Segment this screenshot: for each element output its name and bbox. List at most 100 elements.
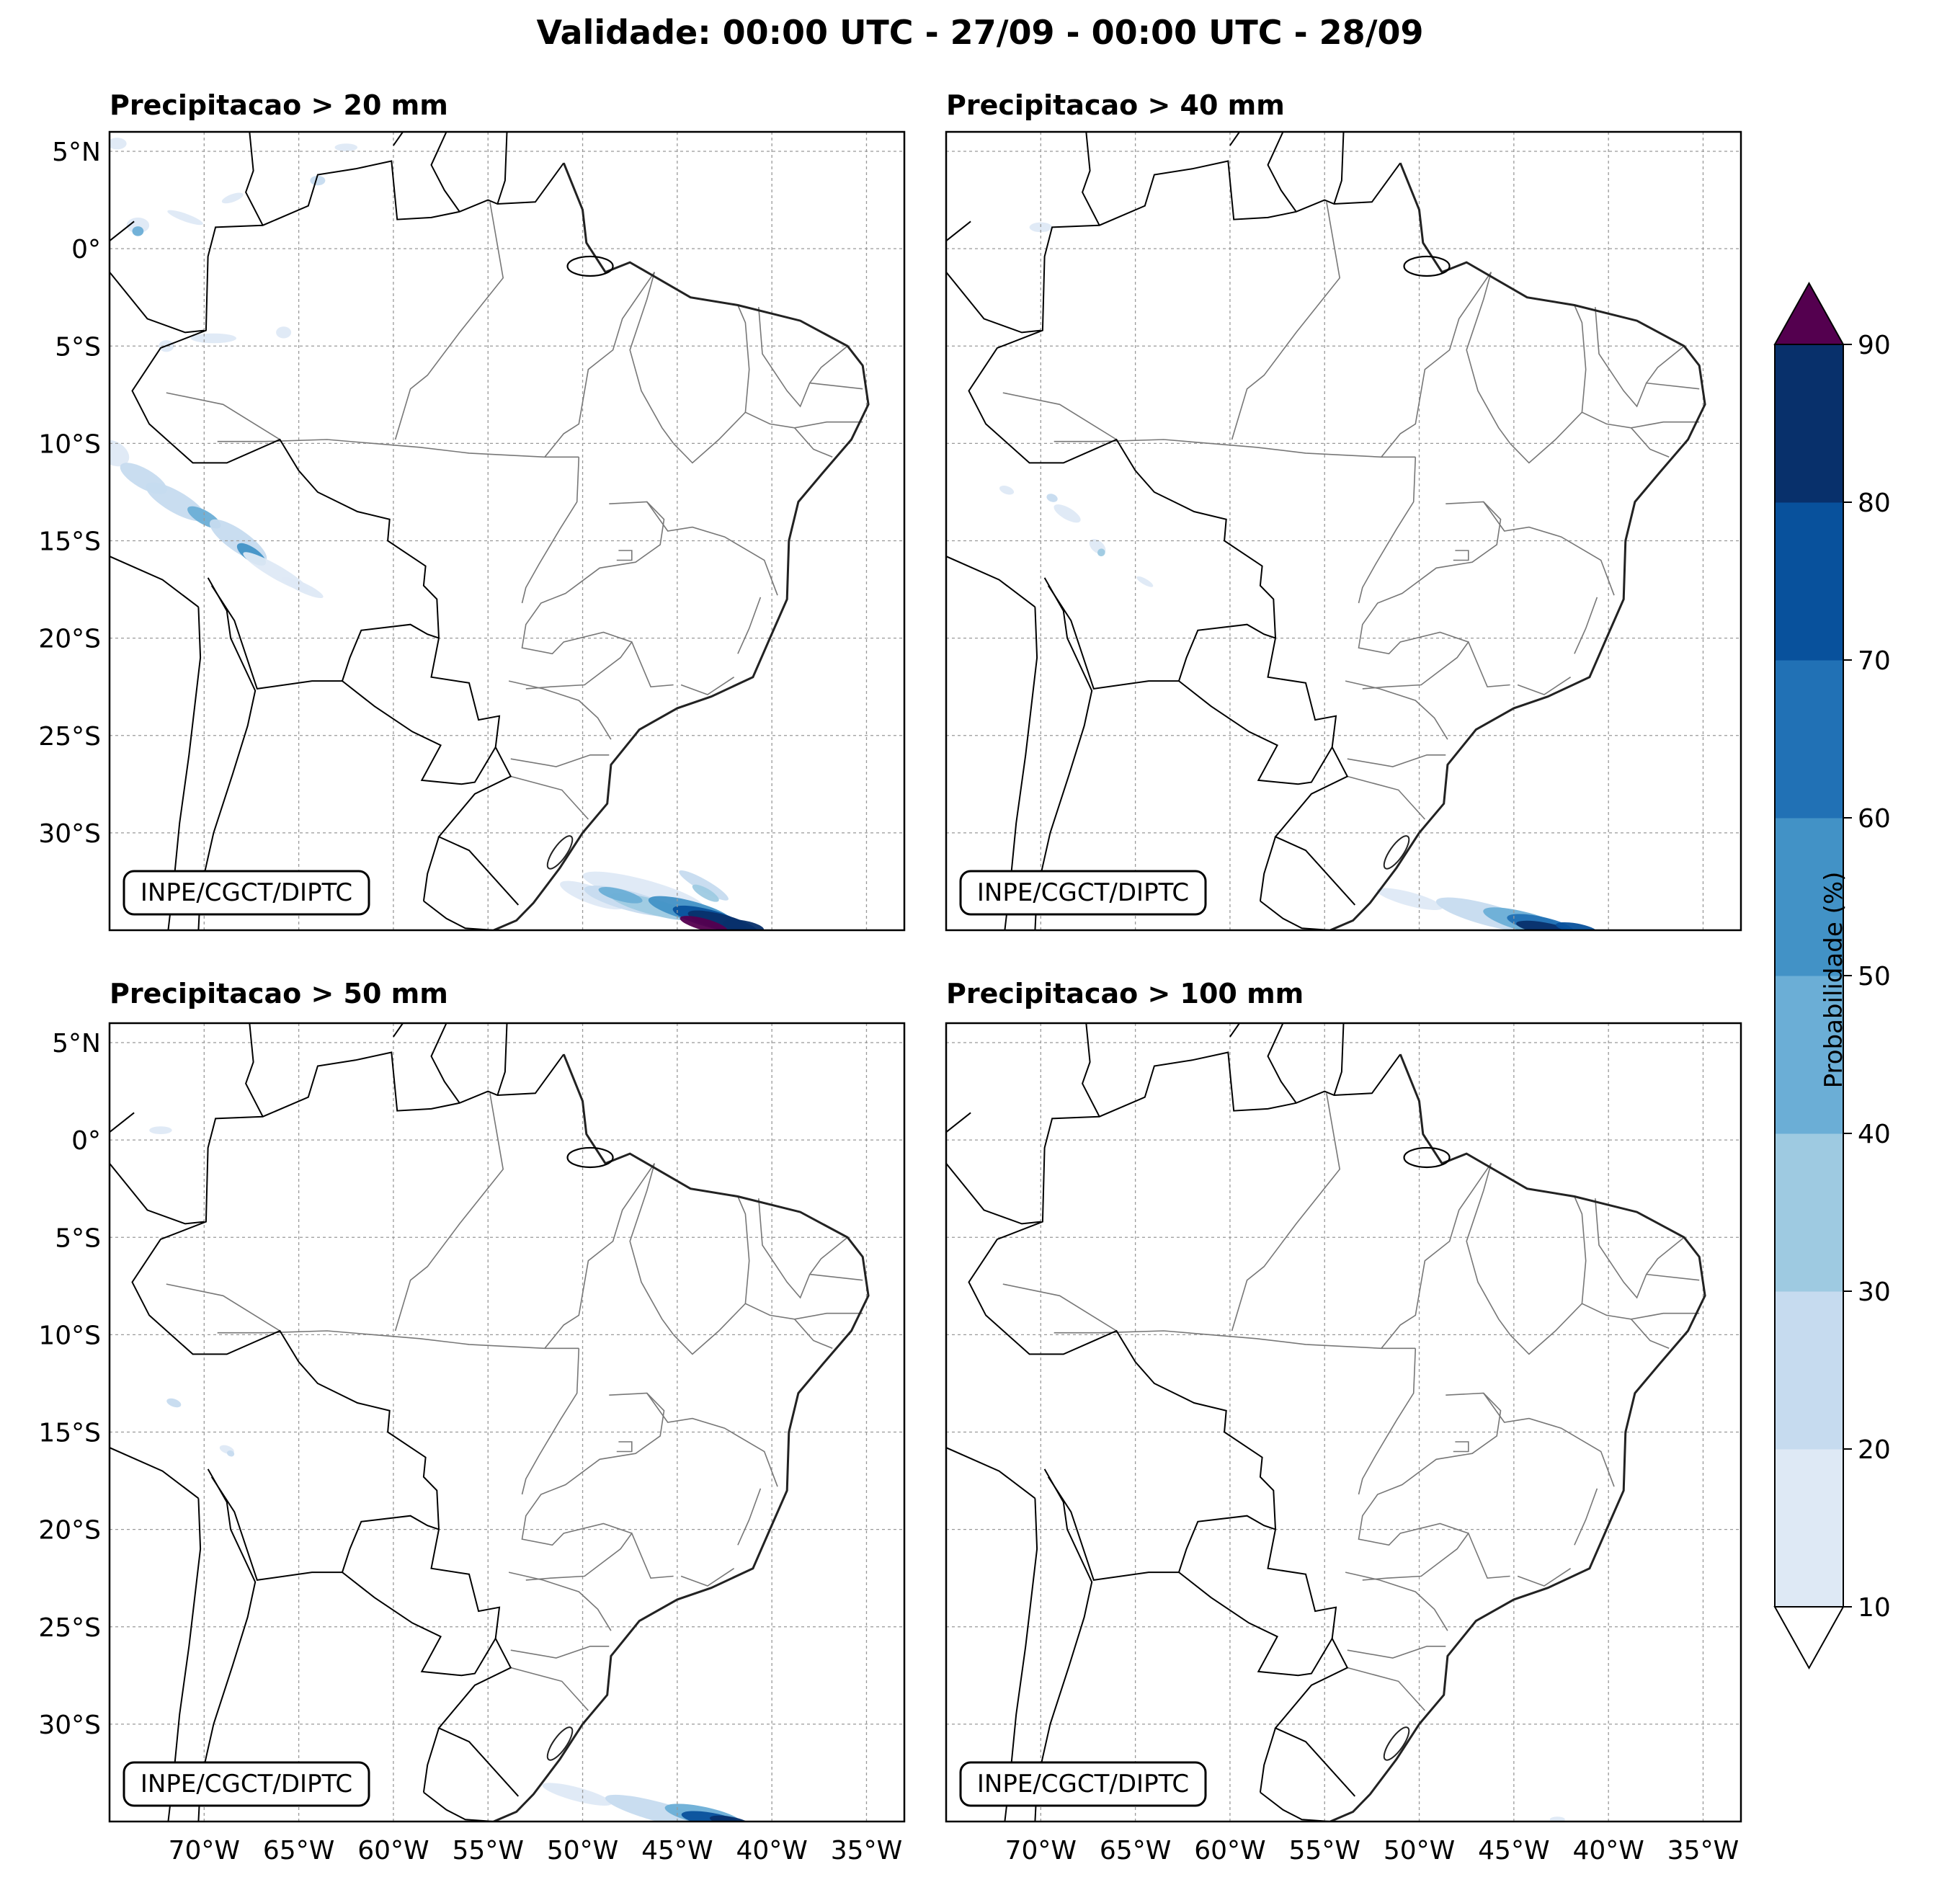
precip-probability-area: [167, 210, 203, 226]
precip-probability-area: [334, 143, 358, 152]
lon-tick-label: 40°W: [736, 1836, 807, 1865]
precip-probability-area: [126, 217, 150, 233]
precip-probability-area: [282, 576, 324, 599]
state-borders: [166, 202, 863, 820]
country-border: [1260, 900, 1331, 930]
country-border: [1259, 1728, 1276, 1793]
precip-probability-area: [680, 916, 728, 930]
colorbar: 10 20 30 40 50 60 70 80 90: [1773, 281, 1891, 1670]
country-border: [110, 1112, 135, 1133]
state-border: [1453, 550, 1469, 561]
state-border: [1483, 501, 1615, 596]
state-border: [1517, 1568, 1572, 1587]
credit-label: INPE/CGCT/DIPTC: [141, 878, 352, 907]
country-border: [946, 271, 1041, 334]
state-border: [510, 1646, 610, 1659]
brazil-border: [968, 1051, 1402, 1797]
precip-probability-area: [1046, 494, 1058, 502]
state-border: [794, 1319, 833, 1350]
colorbar-segment: [1775, 818, 1843, 976]
colorbar-segment: [1775, 1449, 1843, 1608]
precip-probability-area: [1097, 548, 1105, 557]
country-border: [430, 1023, 460, 1104]
gridlines: [110, 132, 904, 930]
country-border: [245, 132, 264, 226]
state-border: [1381, 272, 1492, 458]
state-border: [1574, 1488, 1598, 1546]
state-border: [1595, 1198, 1685, 1299]
country-border: [210, 585, 440, 690]
country-border: [1047, 1476, 1276, 1582]
colorbar-tick-label: 30: [1858, 1278, 1891, 1307]
country-border: [430, 132, 460, 213]
state-border: [680, 677, 735, 695]
country-border: [1178, 1571, 1333, 1677]
country-border: [946, 1162, 1041, 1225]
state-border: [1358, 457, 1417, 604]
lon-tick-label: 65°W: [1100, 1836, 1171, 1865]
state-border: [737, 1488, 762, 1546]
precip-probability-area: [132, 226, 144, 236]
state-border: [166, 1283, 280, 1332]
map-frame: [108, 1022, 906, 1823]
state-border: [1517, 677, 1572, 695]
country-border: [422, 837, 440, 901]
state-border: [508, 680, 612, 740]
precip-probability-area: [1516, 920, 1572, 930]
lon-tick-label: 45°W: [1478, 1836, 1549, 1865]
colorbar-segment: [1775, 344, 1843, 503]
colorbar-tick-label: 20: [1858, 1435, 1891, 1465]
state-border: [809, 1273, 863, 1281]
country-border: [1082, 1023, 1100, 1118]
brazil-border: [131, 1051, 565, 1797]
state-border: [1646, 382, 1700, 390]
precip-probability-area: [190, 333, 236, 344]
lat-tick-label: 15°S: [38, 1419, 101, 1448]
state-border: [629, 1163, 674, 1335]
state-border: [1595, 307, 1685, 408]
state-border: [646, 1393, 778, 1487]
map-frame: [945, 1022, 1742, 1823]
state-border: [1466, 1163, 1511, 1335]
country-border: [1333, 1023, 1345, 1096]
country-borders: [110, 132, 870, 930]
state-border: [1466, 272, 1511, 444]
map-frame: [945, 130, 1742, 932]
state-border: [1002, 392, 1117, 440]
state-border: [394, 1093, 504, 1332]
lat-tick-label: 0°: [71, 235, 101, 264]
map-panel-4: INPE/CGCT/DIPTC 70°W 65°W 60°W 55°W 50°W 45°W 4…: [945, 1022, 1742, 1865]
map-background: [946, 1023, 1741, 1822]
state-border: [680, 1568, 735, 1587]
credit-label: INPE/CGCT/DIPTC: [977, 878, 1189, 907]
lat-tick-label: 5°S: [55, 1223, 101, 1253]
lat-tick-label: 5°S: [55, 332, 101, 362]
lon-tick-label: 70°W: [169, 1836, 240, 1865]
colorbar-tick-label: 50: [1858, 962, 1891, 991]
state-border: [1381, 1163, 1492, 1349]
state-border: [758, 307, 848, 408]
coastline: [1329, 162, 1706, 930]
precip-probability-area: [542, 1783, 612, 1806]
state-border: [521, 457, 580, 604]
state-border: [521, 1348, 580, 1495]
brazil-border: [131, 160, 565, 906]
marajo-island: [566, 255, 614, 277]
colorbar-segment: [1775, 660, 1843, 819]
marajo-island: [1403, 1146, 1451, 1169]
lon-tick-label: 35°W: [831, 1836, 902, 1865]
state-border: [1231, 1093, 1341, 1332]
state-border: [525, 641, 674, 690]
country-border: [422, 1728, 440, 1793]
state-border: [1347, 1646, 1446, 1659]
colorbar-tick-label: 80: [1858, 489, 1891, 518]
lon-tick-label: 65°W: [263, 1836, 334, 1865]
lat-tick-label: 5°N: [52, 1029, 101, 1058]
colorbar-tick-label: 70: [1858, 646, 1891, 676]
precip-probability-area: [310, 175, 326, 186]
colorbar-tick-label: 10: [1858, 1593, 1891, 1623]
colorbar-segment: [1775, 502, 1843, 661]
country-border: [496, 1023, 508, 1096]
state-border: [616, 550, 633, 561]
